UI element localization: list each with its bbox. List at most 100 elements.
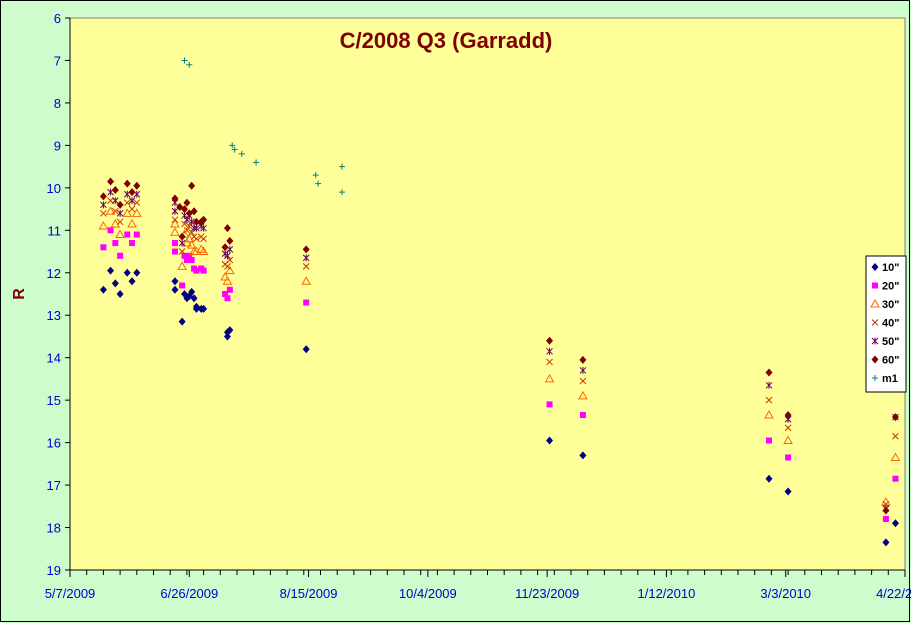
data-point [302, 254, 310, 262]
data-point [224, 252, 231, 260]
data-point [229, 142, 236, 149]
data-point [133, 199, 141, 207]
data-point [186, 252, 193, 259]
data-point [303, 299, 310, 306]
data-point [116, 209, 124, 217]
data-point [133, 181, 141, 190]
x-tick-label: 4/22/2010 [876, 586, 911, 601]
y-axis-title: R [11, 288, 28, 300]
series-group [100, 227, 899, 523]
data-point [170, 227, 180, 236]
data-point [100, 201, 107, 209]
data-point [882, 506, 890, 515]
data-point [200, 304, 208, 313]
data-point [220, 272, 230, 281]
data-point [765, 381, 773, 389]
data-point [302, 345, 310, 354]
data-point [200, 235, 207, 243]
data-point [301, 276, 312, 285]
legend-marker [871, 319, 879, 326]
data-point [226, 236, 234, 245]
data-point [200, 267, 207, 274]
data-point [111, 185, 119, 194]
y-tick-label: 13 [47, 308, 61, 323]
legend-marker [871, 263, 879, 271]
data-point [238, 150, 245, 157]
data-point [198, 246, 209, 256]
data-point [110, 218, 121, 228]
data-point [183, 257, 190, 264]
data-points [98, 57, 901, 547]
data-point [117, 252, 124, 259]
data-point [546, 358, 553, 366]
data-point [178, 232, 186, 241]
legend-marker [872, 282, 878, 289]
data-point [222, 291, 229, 297]
data-point [891, 519, 899, 528]
data-point [190, 207, 198, 216]
data-point [183, 198, 191, 207]
series-group [99, 266, 899, 547]
data-point [171, 194, 179, 203]
y-tick-label: 17 [47, 478, 61, 493]
data-point [785, 454, 792, 461]
data-point [129, 240, 136, 247]
data-point [765, 368, 773, 377]
data-point [111, 197, 119, 205]
data-point [579, 377, 587, 385]
y-tick-label: 10 [47, 181, 61, 196]
data-point [171, 285, 179, 294]
data-point [171, 277, 179, 286]
data-point [891, 413, 899, 422]
data-point [181, 252, 188, 259]
y-tick-label: 7 [54, 53, 61, 68]
data-point [128, 188, 136, 197]
data-point [100, 244, 107, 251]
data-point [226, 286, 233, 293]
data-point [192, 217, 200, 226]
data-point [882, 516, 889, 523]
data-point [200, 224, 207, 232]
y-tick-label: 12 [47, 266, 61, 281]
data-point [178, 239, 186, 247]
data-point [188, 218, 196, 226]
data-point [98, 221, 109, 230]
data-point [579, 355, 587, 364]
data-point [133, 268, 141, 277]
data-point [107, 266, 115, 275]
data-point [188, 181, 196, 190]
x-tick-label: 5/7/2009 [45, 586, 96, 601]
data-point [765, 396, 773, 404]
data-point [338, 189, 345, 196]
y-axis: 6 7 8 9 10 11 12 13 14 15 16 17 18 19 [47, 11, 71, 578]
legend-marker [871, 355, 879, 364]
data-point [183, 226, 191, 234]
series-group [99, 177, 899, 515]
data-point [171, 207, 179, 215]
data-point [546, 347, 553, 355]
data-point [116, 290, 124, 298]
x-tick-label: 10/4/2009 [399, 586, 457, 601]
series-group [181, 57, 345, 196]
legend-marker [870, 298, 880, 308]
data-point [128, 197, 136, 205]
data-point [579, 366, 587, 374]
data-point [107, 177, 115, 186]
data-point [223, 332, 231, 341]
data-point [546, 401, 553, 408]
legend-label: m1 [882, 373, 898, 385]
legend-box [865, 255, 907, 393]
x-tick-label: 8/15/2009 [280, 586, 338, 601]
data-point [123, 179, 131, 188]
data-point [116, 218, 124, 226]
data-point [188, 257, 195, 264]
data-point [312, 172, 319, 179]
data-point [107, 197, 114, 204]
y-tick-label: 16 [47, 436, 61, 451]
data-point [184, 233, 195, 243]
data-point [302, 263, 310, 270]
data-point [892, 475, 899, 482]
data-point [882, 538, 890, 547]
data-point [112, 240, 119, 247]
legend: 10" 20" 30" 40" 50" 60" m1 [865, 255, 907, 393]
